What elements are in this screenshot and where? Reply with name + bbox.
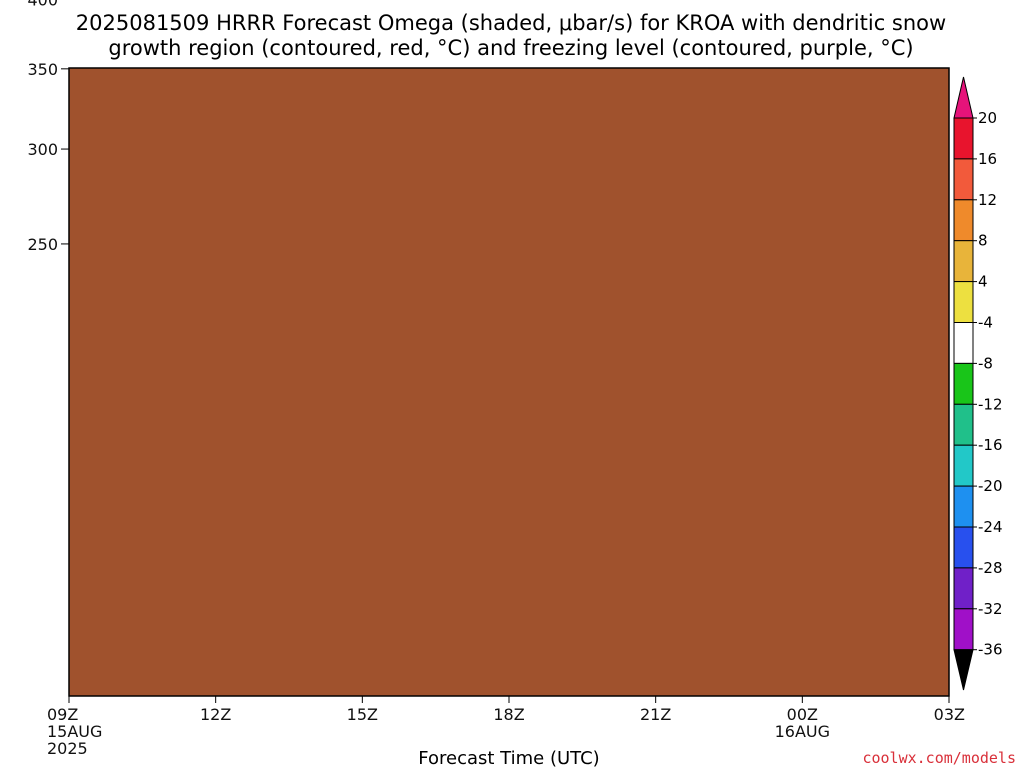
contour-label-bg — [163, 0, 191, 9]
contour-label-bg — [632, 0, 660, 6]
colorbar-label: -32 — [978, 600, 1003, 618]
colorbar-swatch — [953, 608, 974, 651]
x-tick-label: 15Z — [347, 705, 378, 724]
x-tick-label: 03Z — [934, 705, 965, 724]
colorbar-label: 12 — [978, 191, 997, 209]
credit-text[interactable]: coolwx.com/models — [862, 749, 1016, 767]
contour-label: -18 — [166, 0, 188, 9]
chart-title-line-1: 2025081509 HRRR Forecast Omega (shaded, … — [76, 11, 946, 35]
colorbar-label: -36 — [978, 641, 1003, 659]
colorbar-label: -4 — [978, 314, 993, 332]
colorbar-swatch — [953, 485, 974, 528]
plot-area: -18-1800 — [69, 0, 949, 696]
x-tick-label: 12Z — [200, 705, 231, 724]
x-tick-sublabel: 15AUG — [47, 722, 102, 741]
colorbar-swatch — [953, 117, 974, 160]
colorbar-swatch — [953, 240, 974, 283]
colorbar-swatch — [953, 281, 974, 324]
contour-label: -18 — [635, 0, 657, 7]
colorbar-label: -24 — [978, 518, 1003, 536]
dgz-contour-0 — [69, 0, 949, 7]
colorbar-bottom-triangle — [953, 649, 974, 691]
colorbar-label: -28 — [978, 559, 1003, 577]
colorbar-swatch — [953, 199, 974, 242]
y-tick-label: 250 — [27, 235, 58, 254]
y-tick-label: 300 — [27, 140, 58, 159]
colorbar-label: 20 — [978, 109, 997, 127]
chart-title-line-2: growth region (contoured, red, °C) and f… — [108, 36, 913, 60]
x-tick-label: 09Z — [47, 705, 78, 724]
colorbar-swatch — [953, 403, 974, 446]
colorbar-swatch — [953, 322, 974, 364]
y-tick-label: 400 — [27, 0, 58, 9]
colorbar-label: -8 — [978, 354, 993, 372]
x-tick-label: 00Z — [787, 705, 818, 724]
ground-below-surface — [69, 68, 949, 696]
x-tick-label: 18Z — [493, 705, 524, 724]
x-tick-label: 21Z — [640, 705, 671, 724]
colorbar-label: 4 — [978, 273, 988, 291]
x-tick-sublabel: 16AUG — [775, 722, 830, 741]
x-axis-label: Forecast Time (UTC) — [418, 748, 599, 768]
colorbar-swatch — [953, 567, 974, 610]
colorbar-swatch — [953, 362, 974, 405]
colorbar: 20 16 12 8 4 -4 -8 -12 -16 -20 -24 -28 -32 -36 — [953, 76, 1003, 691]
colorbar-label: -20 — [978, 477, 1003, 495]
colorbar-swatch — [953, 526, 974, 569]
colorbar-swatch — [953, 158, 974, 201]
colorbar-label: 16 — [978, 150, 997, 168]
colorbar-top-triangle — [953, 76, 974, 119]
colorbar-label: 8 — [978, 232, 988, 250]
y-tick-label: 350 — [27, 60, 58, 79]
colorbar-label: -16 — [978, 436, 1003, 454]
colorbar-swatch — [953, 444, 974, 487]
x-tick-sublabel: 2025 — [47, 739, 88, 758]
pressure-axis: 2503003504004505005506006507007508008509… — [27, 0, 69, 254]
contour-lines: -18-1800 — [69, 0, 949, 9]
colorbar-label: -12 — [978, 395, 1003, 413]
